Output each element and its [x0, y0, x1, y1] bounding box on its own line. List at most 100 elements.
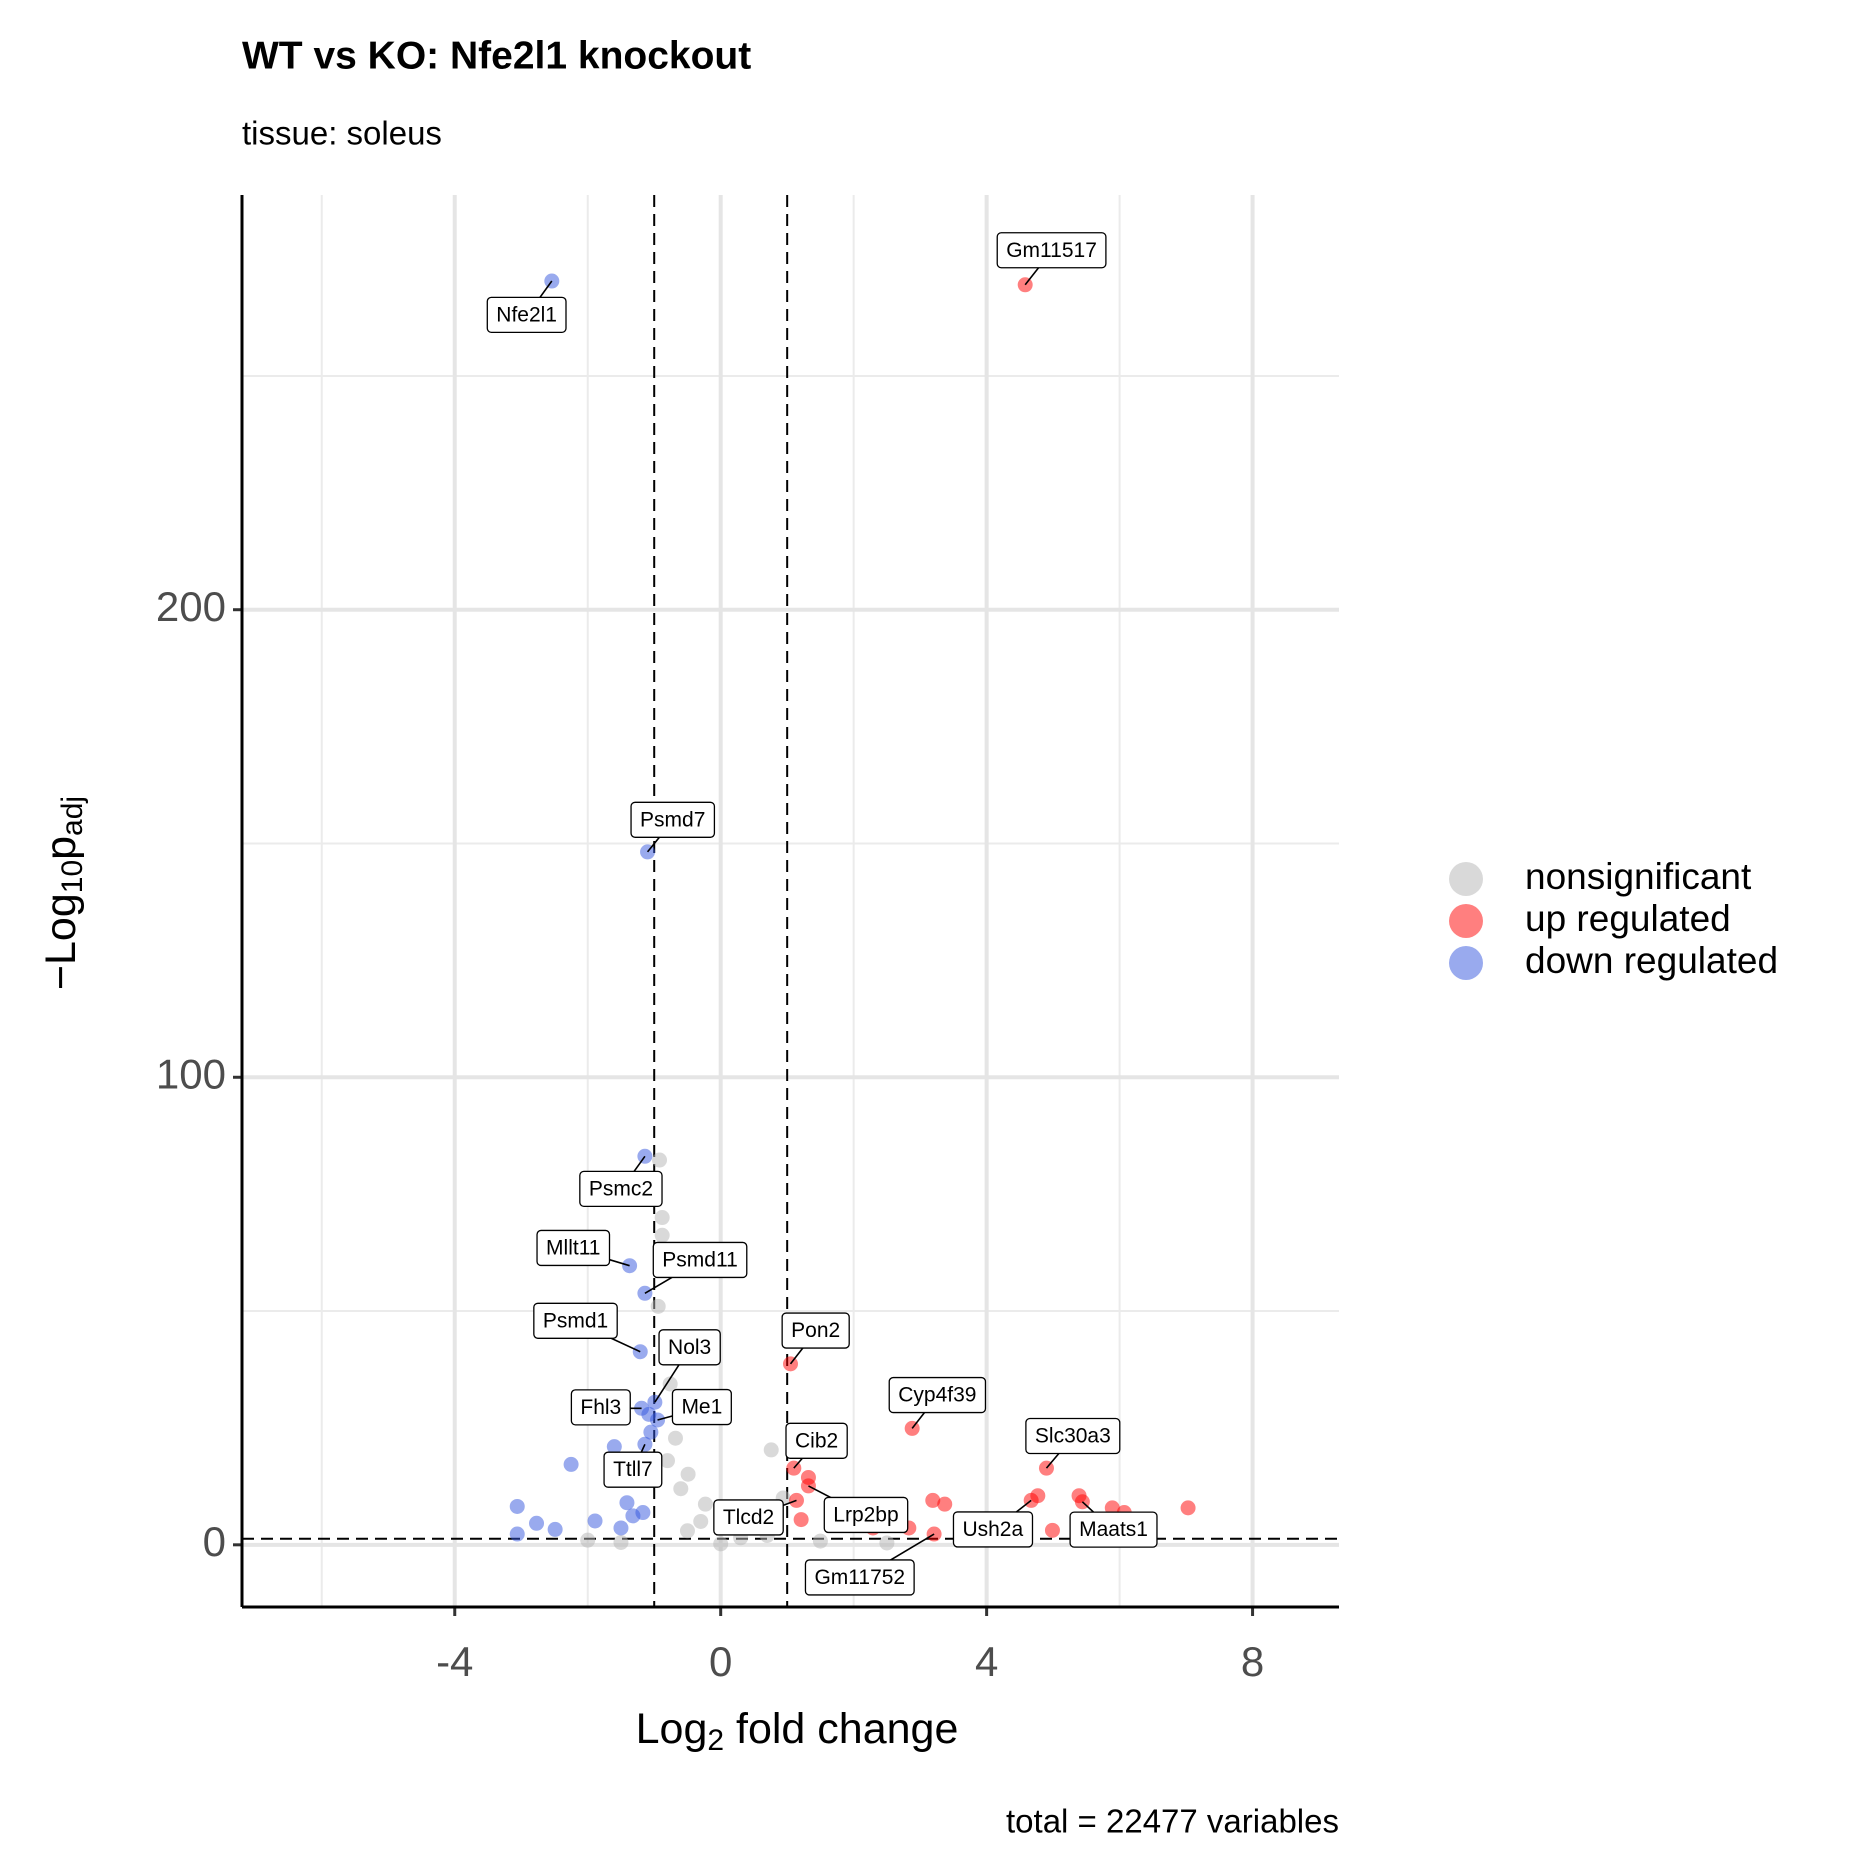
point	[673, 1481, 689, 1497]
gene-label-text: Gm11752	[814, 1566, 905, 1589]
point	[643, 1424, 659, 1440]
gene-label-box	[579, 1170, 663, 1208]
caption: total = 22477 variables	[1006, 1803, 1339, 1840]
point	[763, 1442, 779, 1458]
legend-label: nonsignificant	[1525, 856, 1752, 897]
y-tick-label: 100	[156, 1050, 226, 1097]
legend-label: up regulated	[1525, 898, 1731, 939]
point	[879, 1535, 895, 1551]
point	[679, 1523, 695, 1539]
point	[660, 1453, 676, 1469]
gene-label: Psmd1	[533, 1302, 618, 1339]
gene-label: Nol3	[658, 1329, 721, 1366]
y-axis-label-part: p	[37, 836, 85, 860]
gene-label: Gm11752	[804, 1559, 915, 1596]
x-tick-label: 4	[975, 1638, 998, 1685]
gene-label: Cyp4f39	[888, 1376, 987, 1414]
gene-label-box	[486, 296, 567, 333]
point	[1030, 1488, 1046, 1504]
gene-label-box	[1069, 1511, 1158, 1548]
gene-label-box	[1025, 1417, 1121, 1455]
gene-label: Nfe2l1	[486, 296, 567, 333]
gene-label-text: Ush2a	[962, 1518, 1023, 1541]
point	[662, 1376, 678, 1392]
gene-label-box	[652, 1241, 748, 1279]
point	[693, 1513, 709, 1529]
point	[587, 1513, 603, 1529]
point	[650, 1298, 666, 1314]
point	[613, 1520, 629, 1536]
gene-label: Slc30a3	[1025, 1417, 1121, 1455]
gene-label-text: Mllt11	[546, 1236, 600, 1259]
gene-label-text: Psmd1	[543, 1309, 608, 1332]
gene-label-text: Me1	[681, 1396, 722, 1419]
gene-label-text: Psmd11	[662, 1248, 737, 1271]
point	[529, 1515, 545, 1531]
point	[1180, 1500, 1196, 1516]
gene-label: Psmd11	[652, 1241, 748, 1279]
gene-label-text: Cib2	[795, 1429, 838, 1452]
chart-title: WT vs KO: Nfe2l1 knockout	[242, 34, 751, 77]
legend-label: down regulated	[1525, 940, 1778, 981]
y-axis-label-part: 10	[56, 860, 89, 893]
gene-label-text: Nfe2l1	[496, 303, 557, 326]
gene-label-box	[536, 1229, 611, 1267]
point	[680, 1466, 696, 1482]
gene-label: Cib2	[785, 1422, 848, 1459]
gene-label-box	[823, 1496, 909, 1534]
gene-label-text: Pon2	[791, 1319, 840, 1342]
y-axis-label-part: −Log	[37, 893, 85, 990]
gene-label: Psmd7	[630, 801, 716, 838]
point	[613, 1534, 629, 1550]
gene-label: Ttll7	[603, 1451, 663, 1488]
legend-swatch	[1449, 946, 1483, 980]
point	[509, 1526, 525, 1542]
gene-label-text: Ttll7	[613, 1458, 653, 1481]
gene-label: Me1	[671, 1388, 732, 1426]
gene-label-box	[785, 1422, 848, 1459]
gene-label-box	[996, 232, 1107, 269]
point	[713, 1536, 729, 1552]
x-axis-label: Log2 fold change	[636, 1705, 959, 1757]
x-axis-label-part: fold change	[724, 1705, 958, 1753]
point	[793, 1512, 809, 1528]
gene-label: Maats1	[1069, 1511, 1158, 1548]
legend-swatch	[1449, 904, 1483, 938]
y-tick-label: 0	[203, 1518, 226, 1565]
gene-label-box	[533, 1302, 618, 1339]
gene-label-box	[713, 1499, 784, 1536]
gene-label: Pon2	[781, 1312, 850, 1349]
gene-label: Tlcd2	[713, 1499, 784, 1536]
x-tick-label: 0	[709, 1638, 732, 1685]
gene-label-box	[603, 1451, 663, 1488]
gene-label-text: Slc30a3	[1035, 1425, 1111, 1448]
point	[654, 1227, 670, 1243]
gene-label-text: Cyp4f39	[898, 1384, 976, 1407]
y-tick-label: 200	[156, 583, 226, 630]
gene-label-text: Fhl3	[580, 1396, 621, 1419]
y-axis-label-part: adj	[56, 796, 89, 836]
gene-label-text: Maats1	[1079, 1518, 1148, 1541]
point	[635, 1505, 651, 1521]
gene-label-box	[781, 1312, 850, 1349]
gene-label: Fhl3	[570, 1389, 631, 1426]
point	[652, 1152, 668, 1168]
point	[1044, 1522, 1060, 1538]
gene-label-box	[658, 1329, 721, 1366]
gene-label-box	[671, 1388, 732, 1426]
point	[697, 1496, 713, 1512]
point	[509, 1498, 525, 1514]
point	[580, 1532, 596, 1548]
point	[547, 1521, 563, 1537]
chart-subtitle: tissue: soleus	[242, 115, 442, 152]
gene-label: Ush2a	[952, 1511, 1034, 1548]
x-tick-label: 8	[1241, 1638, 1264, 1685]
point	[667, 1430, 683, 1446]
point	[641, 1406, 657, 1422]
x-axis-label-part: 2	[707, 1724, 724, 1757]
gene-label-text: Lrp2bp	[833, 1503, 898, 1526]
gene-label-box	[952, 1511, 1034, 1548]
point	[937, 1496, 953, 1512]
gene-label-box	[888, 1376, 987, 1414]
gene-label: Lrp2bp	[823, 1496, 909, 1534]
